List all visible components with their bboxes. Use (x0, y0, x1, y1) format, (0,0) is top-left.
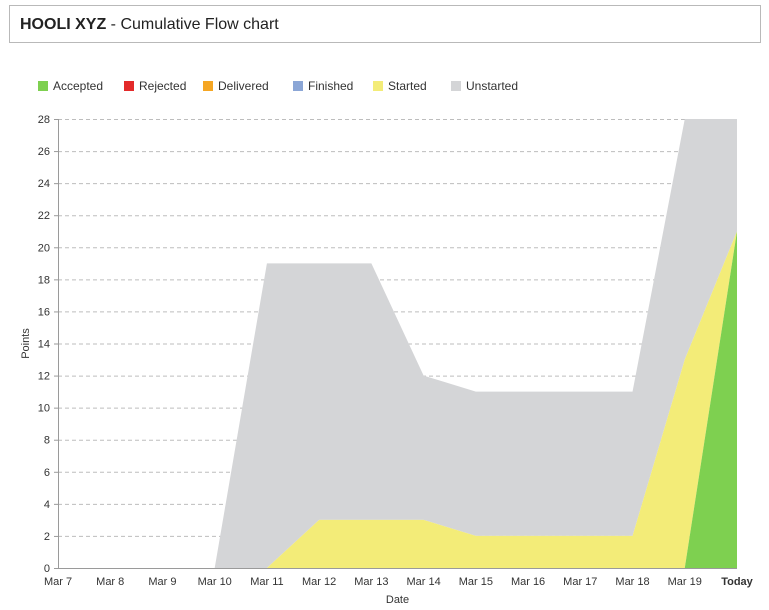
area-series (58, 119, 737, 568)
legend-swatch (373, 81, 383, 91)
axes (58, 119, 737, 569)
y-tick-label: 20 (38, 242, 50, 254)
y-tick-label: 2 (44, 531, 50, 543)
y-tick-label: 16 (38, 306, 50, 318)
x-tick-label: Mar 19 (668, 576, 702, 588)
y-tick-label: 24 (38, 178, 50, 190)
legend-label: Finished (308, 79, 354, 93)
legend-swatch (203, 81, 213, 91)
x-tick-label: Mar 9 (148, 576, 176, 588)
x-tick-label: Mar 18 (615, 576, 649, 588)
y-axis-title: Points (20, 328, 32, 359)
area-unstarted (58, 119, 737, 568)
legend-swatch (451, 81, 461, 91)
x-tick-label: Mar 16 (511, 576, 545, 588)
x-tick-label: Mar 10 (198, 576, 232, 588)
title-separator: - (106, 16, 121, 33)
y-tick-label: 18 (38, 274, 50, 286)
chart-title: Cumulative Flow chart (120, 16, 279, 33)
x-tick-label: Mar 14 (406, 576, 440, 588)
x-tick-label: Mar 8 (96, 576, 124, 588)
y-tick-label: 12 (38, 371, 50, 383)
legend-label: Rejected (139, 79, 187, 93)
y-tick-label: 10 (38, 403, 50, 415)
y-tick-label: 22 (38, 210, 50, 222)
legend-swatch (124, 81, 134, 91)
legend-label: Accepted (53, 79, 104, 93)
x-tick-label: Mar 11 (250, 576, 283, 588)
x-tick-label: Mar 7 (44, 576, 72, 588)
y-tick-label: 0 (44, 563, 50, 575)
legend-swatch (38, 81, 48, 91)
x-tick-label: Mar 12 (302, 576, 336, 588)
x-tick-label: Today (721, 576, 753, 588)
project-name: HOOLI XYZ (20, 16, 107, 33)
legend-label: Delivered (218, 79, 269, 93)
y-tick-label: 28 (38, 114, 50, 126)
chart-header: HOOLI XYZ - Cumulative Flow chart (9, 5, 761, 43)
legend-swatch (293, 81, 303, 91)
y-tick-label: 6 (44, 467, 50, 479)
x-tick-label: Mar 15 (459, 576, 493, 588)
x-axis-title: Date (386, 594, 409, 606)
y-tick-label: 4 (44, 499, 50, 511)
x-tick-labels: Mar 7 Mar 8 Mar 9 Mar 10 Mar 11 Mar 12 Mar 13 M… (44, 576, 754, 588)
y-tick-label: 8 (44, 435, 50, 447)
page-title: HOOLI XYZ - Cumulative Flow chart (20, 16, 279, 34)
x-tick-label: Mar 17 (563, 576, 597, 588)
y-tick-label: 26 (38, 146, 50, 158)
area-started (58, 231, 737, 568)
legend-label: Unstarted (466, 79, 519, 93)
legend-label: Started (388, 79, 427, 93)
y-tick-label: 14 (38, 339, 50, 351)
x-tick-label: Mar 13 (354, 576, 388, 588)
